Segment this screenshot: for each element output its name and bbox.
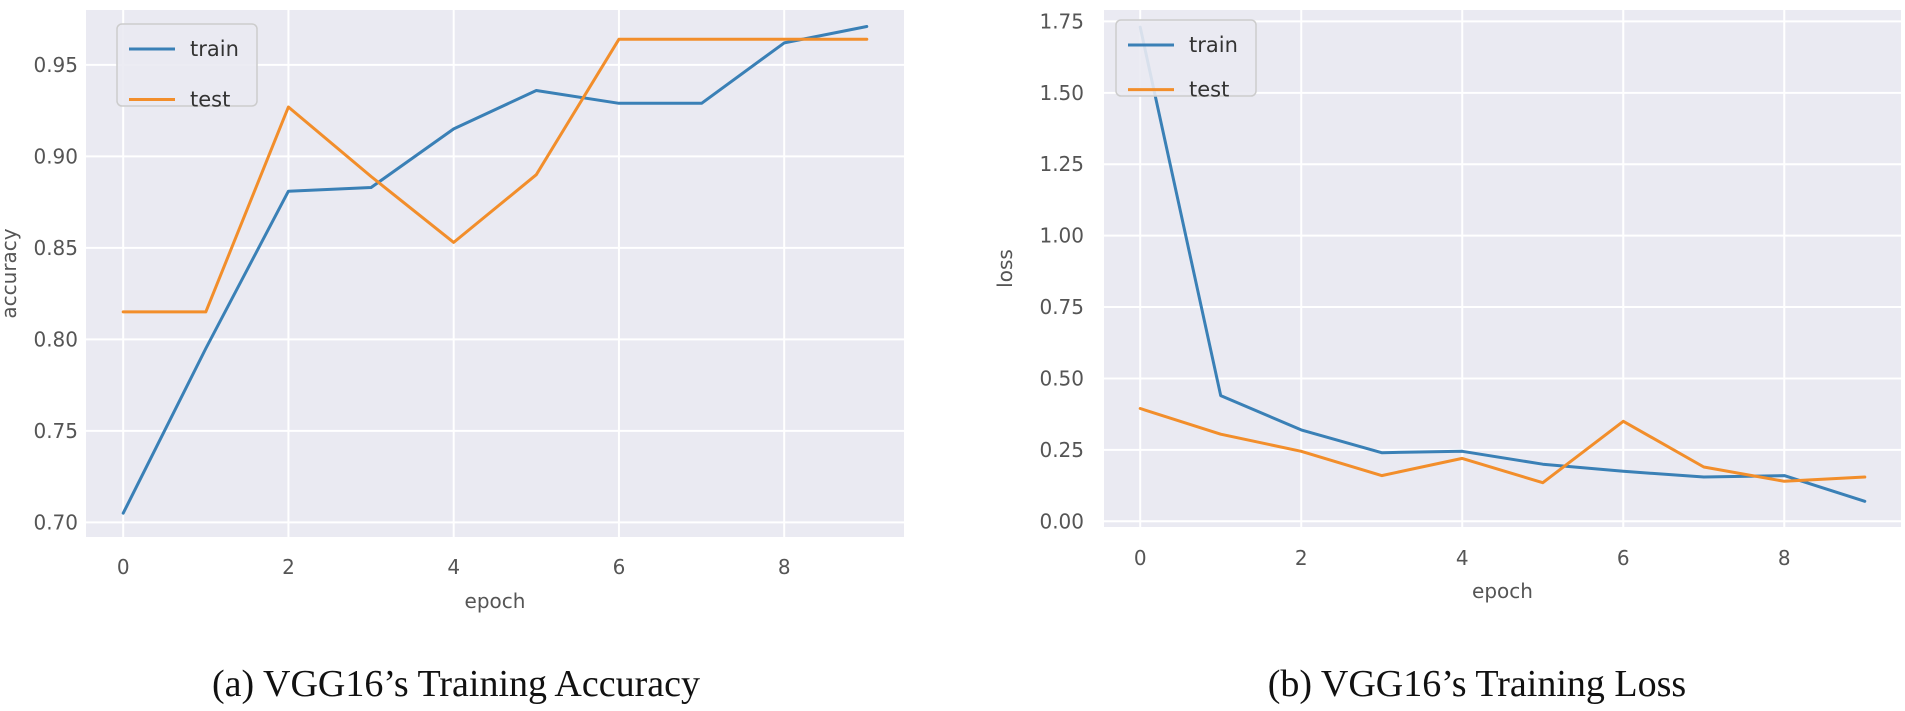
x-tick-label: 6 xyxy=(613,555,626,579)
legend-box xyxy=(1115,19,1257,97)
x-tick-label: 4 xyxy=(1456,546,1469,570)
series-line-test xyxy=(1138,407,1867,485)
figure-caption: (b) VGG16’s Training Loss xyxy=(1268,663,1686,705)
x-tick-label: 8 xyxy=(778,555,791,579)
y-tick-label: 1.75 xyxy=(1039,9,1084,33)
legend-box xyxy=(116,23,258,107)
legend-label-train: train xyxy=(190,37,239,61)
y-tick-label: 0.25 xyxy=(1039,438,1084,462)
legend-label-train: train xyxy=(1189,33,1238,57)
legend-label-test: test xyxy=(190,87,230,111)
y-tick-label: 0.85 xyxy=(33,236,78,260)
y-tick-label: 0.90 xyxy=(33,144,78,168)
loss-chart: 0.00 0.25 0.50 0.75 1.00 1.25 1.50 1.75 0 2 4 6 8 epo… xyxy=(993,9,1901,705)
legend-label-test: test xyxy=(1189,78,1229,102)
series-line-test xyxy=(121,37,869,314)
y-tick-label: 1.25 xyxy=(1039,152,1084,176)
y-tick-label: 0.95 xyxy=(33,53,78,77)
y-tick-label: 1.00 xyxy=(1039,224,1084,248)
y-tick-label: 0.00 xyxy=(1039,509,1084,533)
y-tick-label: 0.80 xyxy=(33,327,78,351)
y-axis-label: accuracy xyxy=(0,228,21,318)
y-tick-label: 0.50 xyxy=(1039,366,1084,390)
series-line-train xyxy=(121,25,869,515)
x-tick-label: 0 xyxy=(117,555,130,579)
x-tick-label: 2 xyxy=(1295,546,1308,570)
y-tick-label: 0.75 xyxy=(1039,295,1084,319)
x-tick-label: 8 xyxy=(1778,546,1791,570)
y-axis-label: loss xyxy=(993,249,1017,288)
x-tick-label: 4 xyxy=(447,555,460,579)
x-axis-label: epoch xyxy=(1472,579,1533,603)
x-tick-label: 2 xyxy=(282,555,295,579)
series-line-train xyxy=(1138,25,1867,503)
y-tick-label: 0.70 xyxy=(33,510,78,534)
accuracy-chart: 0.70 0.75 0.80 0.85 0.90 0.95 0 2 4 6 8 epoch accura… xyxy=(0,10,904,705)
y-tick-label: 0.75 xyxy=(33,419,78,443)
figure-caption: (a) VGG16’s Training Accuracy xyxy=(212,663,700,705)
x-axis-label: epoch xyxy=(465,589,526,613)
y-tick-label: 1.50 xyxy=(1039,81,1084,105)
x-tick-label: 0 xyxy=(1134,546,1147,570)
x-tick-label: 6 xyxy=(1617,546,1630,570)
